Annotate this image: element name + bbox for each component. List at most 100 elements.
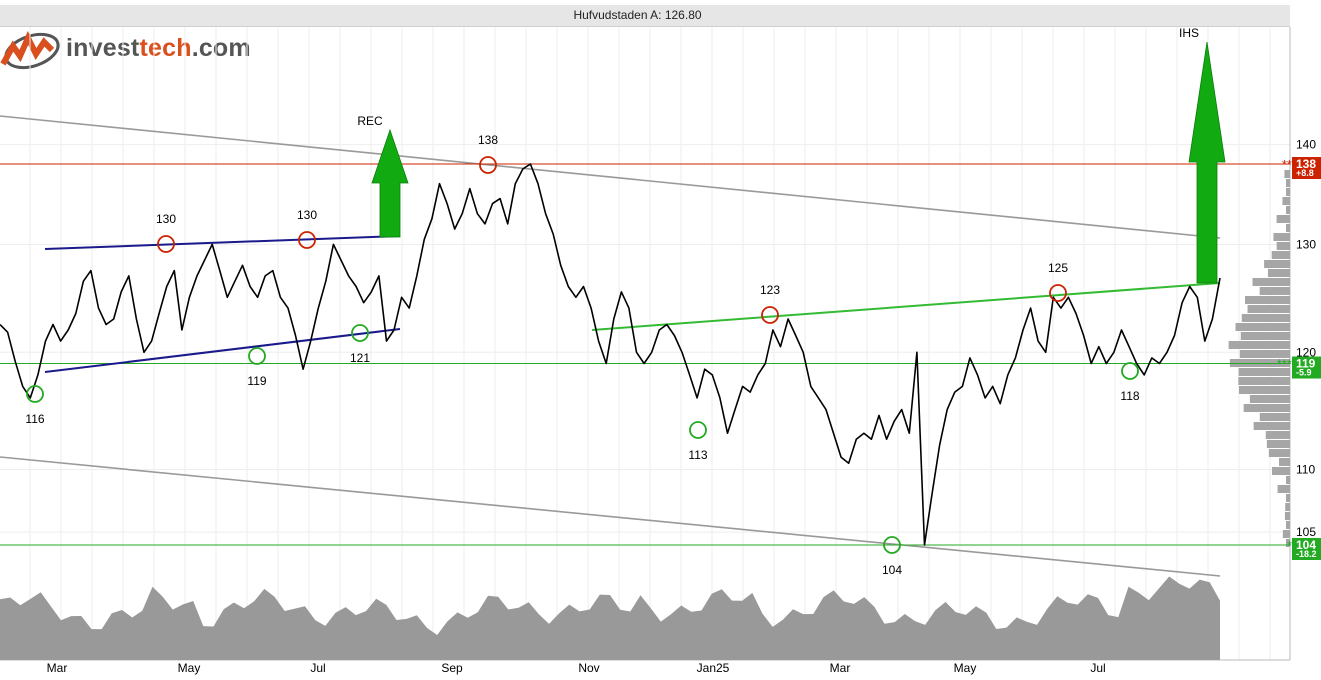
rec-signal-arrow	[371, 128, 409, 238]
trough-label: 104	[882, 563, 902, 577]
investtech-logo	[0, 28, 270, 74]
volume-profile-bar	[1238, 386, 1290, 394]
volume-profile-bar	[1284, 512, 1290, 520]
peak-label: 123	[760, 283, 780, 297]
volume-profile-bar	[1285, 503, 1290, 511]
volume-area	[0, 576, 1220, 660]
peak-marker	[761, 306, 779, 324]
x-tick-label: May	[954, 661, 977, 675]
price-level-change: -18.2	[1296, 549, 1317, 559]
trough-marker	[689, 421, 707, 439]
volume-profile-bar	[1265, 431, 1290, 439]
peak-label: 130	[297, 208, 317, 222]
ihs-signal-arrow	[1188, 41, 1226, 284]
volume-profile-bar	[1268, 449, 1290, 457]
volume-profile-bar	[1229, 359, 1290, 367]
volume-profile-bar	[1249, 395, 1290, 403]
wedge-lower-line	[44, 328, 401, 373]
x-tick-label: Jan25	[697, 661, 730, 675]
trough-label: 119	[247, 374, 266, 388]
trough-label: 113	[688, 448, 707, 462]
price-level-tag	[1292, 538, 1321, 560]
volume-profile-bar	[1238, 368, 1290, 376]
volume-profile-bar	[1228, 341, 1290, 349]
x-tick-label: Jul	[310, 661, 325, 675]
volume-profile-bar	[1286, 521, 1290, 529]
volume-profile-bar	[1276, 215, 1290, 223]
volume-profile-bar	[1240, 332, 1290, 340]
price-level-change: -5.9	[1296, 368, 1312, 378]
volume-profile-bar	[1247, 305, 1290, 313]
y-tick-label: 105	[1296, 525, 1316, 539]
logo-word-com: .com	[191, 34, 251, 62]
x-tick-label: May	[178, 661, 201, 675]
price-level-strength: **	[1282, 157, 1292, 172]
peak-marker	[479, 156, 497, 174]
volume-profile-bar	[1267, 269, 1290, 277]
signal-label-ihs: IHS	[1179, 26, 1199, 40]
peak-label: 125	[1048, 261, 1068, 275]
x-tick-label: Mar	[830, 661, 851, 675]
channel-upper-line	[0, 115, 1221, 239]
volume-profile-bar	[1277, 485, 1290, 493]
neckline-line	[591, 282, 1221, 331]
x-tick-label: Sep	[441, 661, 463, 675]
trough-marker	[248, 347, 266, 365]
wedge-upper-line	[44, 235, 401, 250]
trough-label: 118	[1120, 389, 1139, 403]
volume-profile-bar	[1286, 539, 1290, 547]
trough-marker	[1121, 362, 1139, 380]
price-level-change: +8.8	[1296, 168, 1314, 178]
volume-profile-bar	[1253, 422, 1290, 430]
price-level-strength: *	[1287, 538, 1292, 553]
y-tick-label: 140	[1296, 138, 1316, 152]
volume-profile-bar	[1264, 260, 1290, 268]
volume-profile-bar	[1238, 377, 1290, 385]
price-level-value: 104	[1296, 538, 1316, 552]
volume-profile-bar	[1273, 233, 1290, 241]
volume-profile-bar	[1279, 458, 1290, 466]
volume-profile-bar	[1235, 323, 1290, 331]
price-level-value: 119	[1296, 357, 1316, 371]
x-tick-label: Mar	[47, 661, 68, 675]
y-tick-label: 110	[1296, 462, 1315, 476]
logo-word-invest: invest	[66, 34, 140, 62]
volume-profile-bar	[1271, 251, 1290, 259]
peak-marker	[1049, 284, 1067, 302]
volume-profile-bar	[1239, 350, 1290, 358]
trough-label: 116	[25, 412, 44, 426]
volume-profile-bar	[1286, 476, 1290, 484]
volume-profile-bar	[1282, 530, 1290, 538]
peak-label: 138	[478, 133, 498, 147]
x-tick-label: Jul	[1090, 661, 1105, 675]
signal-label-rec: REC	[357, 114, 383, 128]
volume-profile-bar	[1271, 467, 1290, 475]
trough-marker	[883, 536, 901, 554]
price-level-strength: ***	[1277, 357, 1292, 372]
price-level-value: 138	[1296, 157, 1316, 171]
chart-title: Hufvudstaden A: 126.80	[573, 8, 702, 22]
volume-profile-bar	[1286, 179, 1290, 187]
trough-marker	[26, 385, 44, 403]
trough-marker	[351, 324, 369, 342]
logo-word-tech: tech	[139, 34, 192, 62]
volume-profile-bar	[1259, 413, 1290, 421]
trough-label: 121	[350, 351, 370, 365]
volume-profile-bar	[1241, 314, 1290, 322]
price-level-tag	[1292, 157, 1321, 179]
volume-profile-bar	[1252, 278, 1290, 286]
volume-profile-bar	[1266, 440, 1290, 448]
logo-emblem-icon	[0, 30, 60, 70]
peak-marker	[298, 231, 316, 249]
logo-wordmark: investtech.com	[66, 34, 251, 63]
peak-label: 130	[156, 212, 176, 226]
volume-profile-bar	[1284, 170, 1290, 178]
volume-profile-bar	[1286, 224, 1290, 232]
volume-profile-bar	[1243, 404, 1290, 412]
y-tick-label: 120	[1296, 345, 1316, 359]
volume-profile-bar	[1259, 287, 1290, 295]
y-tick-label: 130	[1296, 237, 1316, 251]
channel-lower-line	[0, 456, 1221, 577]
price-line	[0, 163, 1221, 546]
